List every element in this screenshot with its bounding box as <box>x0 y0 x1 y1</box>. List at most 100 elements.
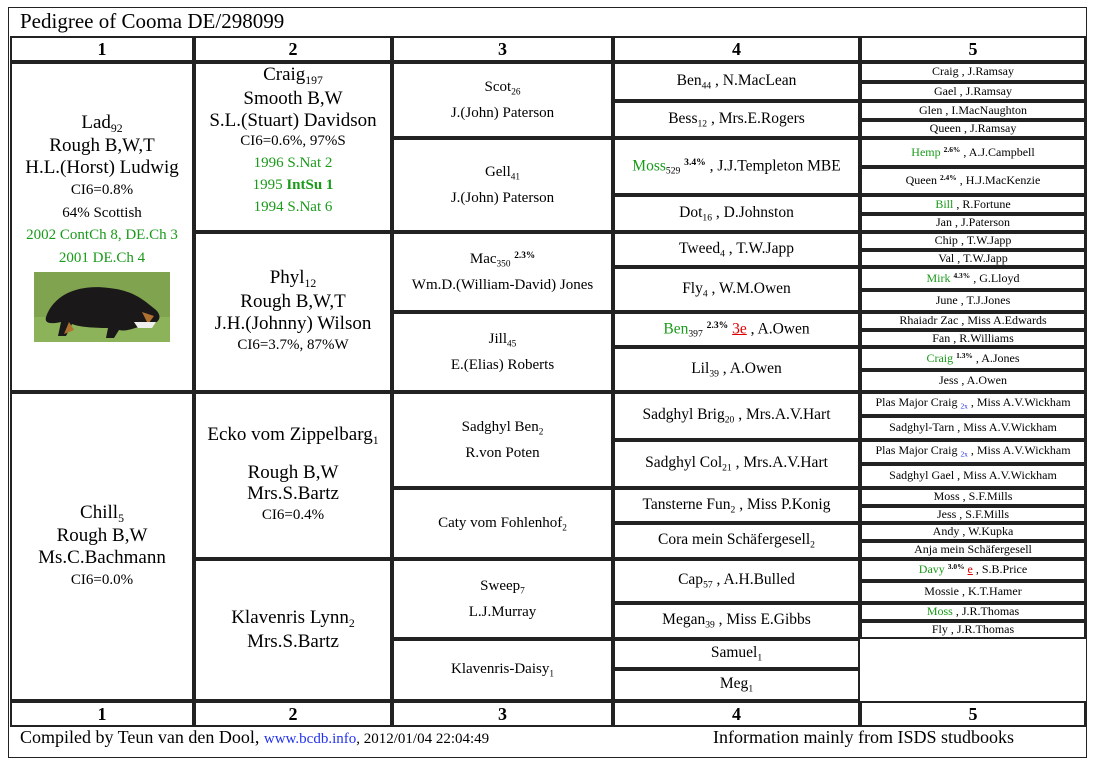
dog-entry[interactable]: Scot26 <box>485 75 521 100</box>
dog-entry[interactable]: Sadghyl Col21 , Mrs.A.V.Hart <box>645 454 828 474</box>
dog-entry[interactable]: Jess , S.F.Mills <box>936 506 1010 521</box>
dog-entry[interactable]: June , T.J.Jones <box>935 293 1011 308</box>
pedigree-frame <box>8 7 1087 758</box>
dog-entry[interactable]: Sadghyl Ben2 <box>462 415 544 440</box>
dog-entry[interactable]: Ben397 2.3% 3e , A.Owen <box>663 319 810 340</box>
dog-entry[interactable]: Plas Major Craig 2x , Miss A.V.Wickham <box>875 395 1071 412</box>
dog-entry[interactable]: Sadghyl-Tarn , Miss A.V.Wickham <box>889 420 1057 435</box>
dog-name: Scot <box>484 79 512 96</box>
dog-entry[interactable]: Rhaiadr Zac , Miss A.Edwards <box>899 313 1047 328</box>
owner: Miss A.V.Wickham <box>963 468 1057 483</box>
owner: J.Ramsay <box>967 64 1014 79</box>
dog-entry[interactable]: Hemp 2.6% , A.J.Campbell <box>911 144 1035 159</box>
bcdb-link[interactable]: www.bcdb.info <box>263 731 357 747</box>
owner: T.J.Jones <box>966 293 1011 308</box>
dog-entry[interactable]: Klavenris-Daisy1 <box>451 657 554 682</box>
owner: T.W.Japp <box>963 250 1008 265</box>
dog-entry[interactable]: Samuel1 <box>711 644 762 663</box>
dog-detail: Mrs.S.Bartz <box>247 483 339 505</box>
dog-entry[interactable]: Craig197 <box>263 64 323 88</box>
ggg-parent-cell: Glen , I.MacNaughton <box>860 101 1086 120</box>
dog-name: Ben <box>663 319 689 337</box>
dog-name: Davy <box>918 562 945 577</box>
dog-entry[interactable]: Fan , R.Williams <box>932 330 1014 345</box>
dog-name: Glen <box>919 102 943 117</box>
dog-entry[interactable]: Phyl12 <box>270 267 317 291</box>
ggg-parent-cell: Mossie , K.T.Hamer <box>860 581 1086 603</box>
great-grandparent-cell: Ben397 2.3% 3e , A.Owen <box>613 312 860 347</box>
dog-entry[interactable]: Moss , S.F.Mills <box>933 489 1013 504</box>
ggg-parent-cell: Craig , J.Ramsay <box>860 62 1086 82</box>
dog-entry[interactable]: Gael , J.Ramsay <box>934 83 1012 98</box>
duplicate-link[interactable]: 2x <box>960 402 968 412</box>
great-grandparent-cell: Bess12 , Mrs.E.Rogers <box>613 101 860 138</box>
owner: A.H.Bulled <box>723 571 795 589</box>
dog-stat: CI6=0.6%, 97%S <box>240 133 346 150</box>
registration-count: 12 <box>304 277 317 291</box>
dog-entry[interactable]: Jill45 <box>489 327 517 352</box>
dog-entry[interactable]: Queen 2.4% , H.J.MacKenzie <box>905 173 1041 188</box>
dog-entry[interactable]: Glen , I.MacNaughton <box>919 102 1027 117</box>
dog-entry[interactable]: Caty vom Fohlenhof2 <box>438 511 567 536</box>
dog-entry[interactable]: Chip , T.W.Japp <box>934 233 1012 248</box>
generation-number: 3 <box>498 38 507 59</box>
dog-entry[interactable]: Craig , J.Ramsay <box>931 64 1014 79</box>
dog-entry[interactable]: Klavenris Lynn2 <box>231 607 355 631</box>
dog-entry[interactable]: Ecko vom Zippelbarg1 <box>207 424 378 448</box>
dog-entry[interactable]: Mirk 4.3% , G.Lloyd <box>926 270 1020 285</box>
dog-entry[interactable]: Bill , R.Fortune <box>935 196 1011 211</box>
dog-entry[interactable]: Fly4 , W.M.Owen <box>682 279 791 300</box>
dog-entry[interactable]: Craig 1.3% , A.Jones <box>926 350 1020 365</box>
great-grandparent-cell: Tansterne Fun2 , Miss P.Konig <box>613 488 860 523</box>
owner: A.Owen <box>966 373 1007 388</box>
grandparent-cell: Sadghyl Ben2 R.von Poten <box>392 392 613 488</box>
dog-stat: CI6=0.0% <box>70 571 134 588</box>
owner: E.(Elias) Roberts <box>450 356 555 373</box>
dog-entry[interactable]: Lad92 <box>81 112 122 136</box>
dog-entry[interactable]: Cap57 , A.H.Bulled <box>678 571 795 591</box>
dog-entry[interactable]: Andy , W.Kupka <box>932 524 1014 539</box>
award-text: IntSu 1 <box>286 176 334 193</box>
sire-dam-cell: Chill5 Rough B,W Ms.C.Bachmann CI6=0.0% <box>10 392 194 701</box>
dog-entry[interactable]: Ben44 , N.MacLean <box>676 71 797 92</box>
ggg-parent-cell: Rhaiadr Zac , Miss A.Edwards <box>860 312 1086 330</box>
dog-entry[interactable]: Jan , J.Paterson <box>936 215 1010 230</box>
ggg-parent-cell: Hemp 2.6% , A.J.Campbell <box>860 138 1086 167</box>
dog-entry[interactable]: Bess12 , Mrs.E.Rogers <box>668 109 805 130</box>
dog-entry[interactable]: Megan39 , Miss E.Gibbs <box>662 611 811 631</box>
dog-detail: Rough B,W <box>56 525 148 547</box>
dog-entry[interactable]: Anja mein Schäfergesell <box>914 543 1032 557</box>
ggg-parent-cell: Gael , J.Ramsay <box>860 82 1086 101</box>
great-grandparent-cell: Lil39 , A.Owen <box>613 347 860 392</box>
dog-entry[interactable]: Jess , A.Owen <box>938 373 1007 388</box>
ggg-parent-cell: Davy 3.0% e , S.B.Price <box>860 559 1086 581</box>
dog-entry[interactable]: Moss529 3.4% , J.J.Templeton MBE <box>632 156 841 177</box>
dog-entry[interactable]: Sweep7 <box>480 574 525 599</box>
ggg-parent-cell: Chip , T.W.Japp <box>860 232 1086 250</box>
registration-count: 7 <box>520 586 525 597</box>
dog-entry[interactable]: Chill5 <box>80 502 124 526</box>
dog-entry[interactable]: Moss , J.R.Thomas <box>926 604 1020 619</box>
dog-entry[interactable]: Queen , J.Ramsay <box>929 121 1017 136</box>
dog-entry[interactable]: Gell41 <box>485 160 520 185</box>
dog-entry[interactable]: Cora mein Schäfergesell2 <box>658 531 815 550</box>
note-link[interactable]: e <box>967 562 973 577</box>
dog-entry[interactable]: Tansterne Fun2 , Miss P.Konig <box>642 495 831 516</box>
dog-entry[interactable]: Plas Major Craig 2x , Miss A.V.Wickham <box>875 443 1071 460</box>
dog-entry[interactable]: Mac350 2.3% <box>470 247 535 272</box>
dog-entry[interactable]: Val , T.W.Japp <box>938 250 1008 265</box>
dog-entry[interactable]: Mossie , K.T.Hamer <box>924 584 1022 599</box>
dog-name: Fly <box>931 622 948 637</box>
dog-entry[interactable]: Dot16 , D.Johnston <box>679 203 794 224</box>
dog-entry[interactable]: Davy 3.0% e , S.B.Price <box>918 562 1028 577</box>
dog-entry[interactable]: Meg1 <box>720 675 753 694</box>
dog-entry[interactable]: Tweed4 , T.W.Japp <box>679 239 794 260</box>
coi-percent: 2.6% <box>943 144 961 154</box>
dog-entry[interactable]: Sadghyl Brig20 , Mrs.A.V.Hart <box>642 406 831 426</box>
dog-entry[interactable]: Fly , J.R.Thomas <box>931 622 1015 637</box>
dog-entry[interactable]: Sadghyl Gael , Miss A.V.Wickham <box>889 468 1057 483</box>
duplicate-link[interactable]: 2x <box>960 450 968 460</box>
dog-entry[interactable]: Lil39 , A.Owen <box>691 359 782 380</box>
note-link[interactable]: 3e <box>732 319 747 337</box>
dog-detail: Rough B,W,T <box>240 291 346 313</box>
